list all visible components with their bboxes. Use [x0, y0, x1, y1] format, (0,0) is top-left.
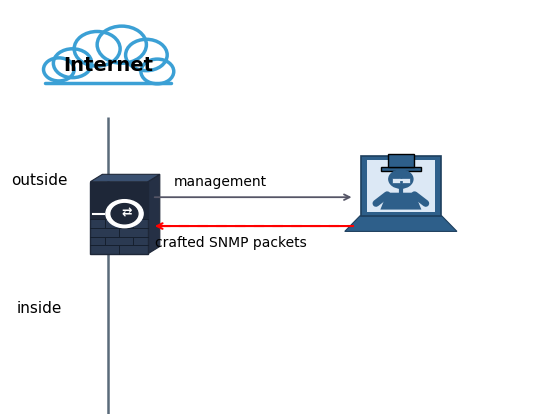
- Circle shape: [45, 59, 73, 80]
- FancyBboxPatch shape: [90, 182, 148, 254]
- Circle shape: [142, 60, 173, 83]
- Text: management: management: [174, 175, 267, 189]
- FancyBboxPatch shape: [388, 154, 414, 167]
- Circle shape: [111, 204, 138, 224]
- FancyBboxPatch shape: [381, 167, 421, 171]
- Polygon shape: [90, 174, 160, 182]
- FancyBboxPatch shape: [361, 156, 441, 216]
- Text: Internet: Internet: [63, 56, 153, 75]
- FancyBboxPatch shape: [90, 182, 148, 219]
- Text: outside: outside: [12, 173, 68, 188]
- Circle shape: [141, 59, 174, 84]
- Circle shape: [389, 170, 413, 188]
- Text: crafted SNMP packets: crafted SNMP packets: [155, 236, 307, 249]
- FancyBboxPatch shape: [45, 59, 171, 84]
- FancyBboxPatch shape: [392, 178, 400, 183]
- Polygon shape: [381, 193, 421, 210]
- Text: ⇄: ⇄: [121, 206, 131, 220]
- FancyBboxPatch shape: [402, 178, 410, 183]
- Circle shape: [53, 49, 92, 78]
- Polygon shape: [148, 174, 160, 254]
- Text: inside: inside: [17, 301, 62, 316]
- Polygon shape: [345, 216, 457, 232]
- Circle shape: [74, 32, 120, 66]
- Circle shape: [55, 50, 90, 76]
- Circle shape: [125, 39, 167, 71]
- Circle shape: [127, 41, 166, 69]
- Circle shape: [76, 33, 118, 65]
- Circle shape: [99, 28, 145, 62]
- FancyBboxPatch shape: [367, 160, 435, 212]
- Circle shape: [106, 200, 143, 228]
- Circle shape: [97, 26, 146, 63]
- Circle shape: [43, 58, 74, 81]
